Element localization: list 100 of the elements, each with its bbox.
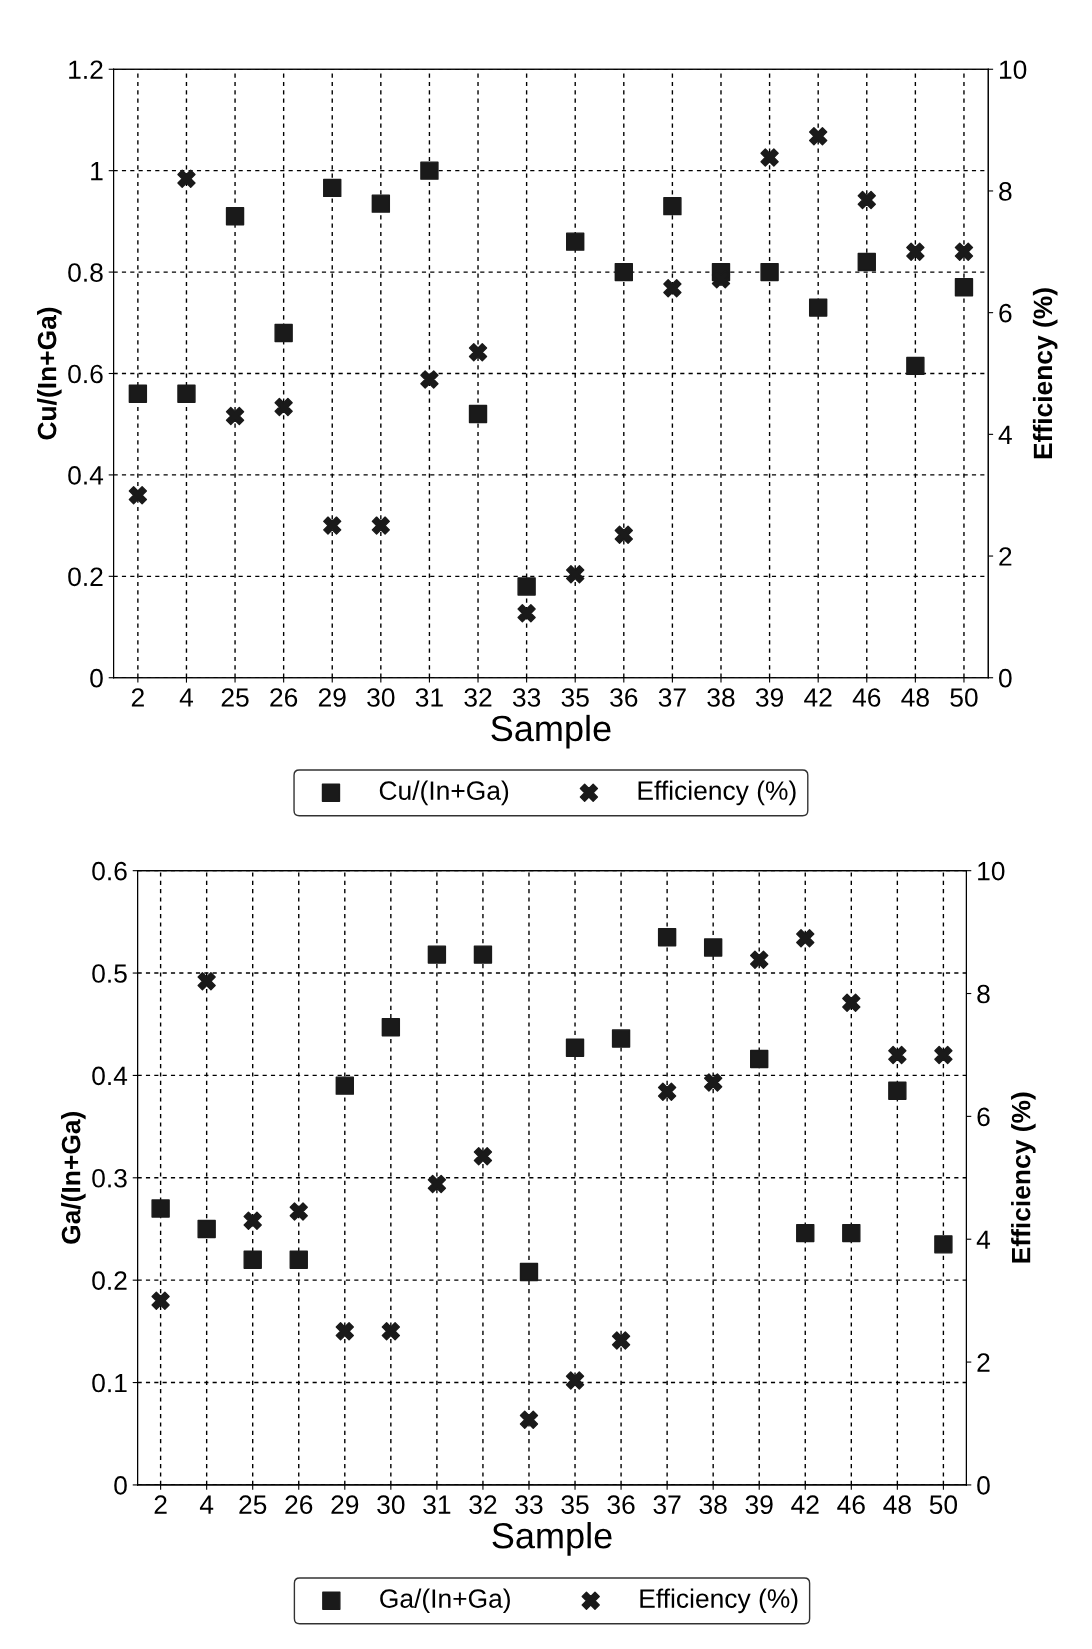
point <box>128 485 148 505</box>
point <box>289 1250 308 1269</box>
point <box>420 161 439 180</box>
x-tick-label: 46 <box>837 1495 865 1515</box>
point <box>954 242 974 262</box>
x-tick-label: 36 <box>610 688 638 707</box>
y2-tick-label: 0 <box>977 1476 990 1495</box>
point <box>614 262 634 282</box>
point <box>519 1410 539 1430</box>
x-tick-label: 26 <box>270 688 298 707</box>
point <box>906 356 925 376</box>
y2-axis-title: Efficiency (%) <box>1011 1092 1036 1263</box>
y-tick-label: 0.3 <box>92 1168 127 1188</box>
point <box>614 525 634 544</box>
point <box>657 1082 677 1102</box>
point <box>427 1174 447 1194</box>
x-tick-label: 25 <box>221 688 249 707</box>
point <box>565 1371 585 1390</box>
x-tick-label: 46 <box>852 688 881 707</box>
point <box>225 406 245 426</box>
point <box>663 196 682 216</box>
point <box>151 1291 170 1310</box>
y2-tick-label: 8 <box>999 182 1012 201</box>
x-tick-label: 31 <box>423 1495 451 1515</box>
x-tick-label: 26 <box>285 1495 313 1515</box>
legend-label: Efficiency (%) <box>638 780 796 806</box>
x-tick-label: 37 <box>658 688 686 707</box>
point <box>468 404 488 424</box>
legend-label: Efficiency (%) <box>640 1588 798 1614</box>
point <box>566 565 585 584</box>
x-tick-label: 42 <box>791 1495 819 1514</box>
point <box>371 516 391 535</box>
x-axis-title: Sample <box>492 1522 612 1556</box>
x-tick-label: 35 <box>561 1495 589 1515</box>
x-tick-label: 33 <box>512 688 541 707</box>
x-tick-label: 4 <box>199 1495 214 1514</box>
point <box>371 194 391 213</box>
point <box>225 207 245 226</box>
y-tick-label: 0.4 <box>68 466 104 485</box>
point <box>750 1049 769 1069</box>
y2-tick-label: 4 <box>976 1230 991 1249</box>
point <box>857 252 876 272</box>
point <box>335 1322 354 1341</box>
point <box>197 1219 216 1239</box>
point <box>703 1073 723 1092</box>
point <box>323 178 342 198</box>
point <box>427 945 447 964</box>
x-tick-label: 30 <box>377 1495 405 1515</box>
x-tick-label: 36 <box>607 1495 635 1515</box>
y2-tick-label: 0 <box>999 668 1012 688</box>
point <box>274 323 293 343</box>
point <box>381 1018 401 1037</box>
x-tick-label: 31 <box>415 688 443 707</box>
y-axis-title: Ga/(In+Ga) <box>61 1112 86 1244</box>
point <box>611 1029 631 1048</box>
point <box>274 397 293 417</box>
point <box>519 1262 539 1282</box>
y-tick-label: 0 <box>114 1476 127 1495</box>
point <box>934 1045 953 1065</box>
point <box>335 1076 354 1095</box>
point <box>857 190 876 210</box>
point <box>420 370 439 389</box>
y-tick-label: 1 <box>91 162 103 181</box>
point <box>323 516 342 535</box>
point <box>934 1235 953 1254</box>
point <box>177 384 196 403</box>
point <box>750 950 769 969</box>
point <box>796 1223 815 1243</box>
point <box>381 1322 401 1341</box>
legend-label: Cu/(In+Ga) <box>379 780 509 806</box>
x-tick-label: 38 <box>699 1495 727 1515</box>
y2-tick-label: 4 <box>998 425 1012 444</box>
point <box>954 278 974 297</box>
point <box>796 929 815 948</box>
point <box>566 232 585 251</box>
y-tick-label: 0.8 <box>68 263 103 282</box>
point <box>657 928 677 947</box>
y2-tick-label: 10 <box>978 861 1005 881</box>
x-tick-label: 25 <box>239 1495 267 1515</box>
point <box>468 343 488 362</box>
x-tick-label: 29 <box>318 688 346 707</box>
point <box>906 242 925 262</box>
y-tick-label: 0.1 <box>92 1373 127 1393</box>
x-tick-label: 39 <box>745 1495 773 1515</box>
point <box>760 148 779 167</box>
x-tick-label: 42 <box>804 688 832 707</box>
y-tick-label: 0.6 <box>68 364 103 384</box>
x-tick-label: 2 <box>131 688 144 707</box>
y-tick-label: 0.4 <box>92 1066 128 1086</box>
y-tick-label: 0.5 <box>92 964 127 983</box>
point <box>243 1250 262 1269</box>
x-tick-label: 32 <box>464 688 492 707</box>
x-tick-label: 32 <box>469 1495 497 1515</box>
y2-tick-label: 6 <box>999 303 1012 323</box>
y2-tick-label: 6 <box>977 1107 990 1127</box>
x-tick-label: 39 <box>755 688 784 707</box>
point <box>517 577 536 596</box>
point <box>517 604 536 623</box>
x-tick-label: 33 <box>515 1495 543 1515</box>
x-tick-label: 50 <box>950 688 978 707</box>
